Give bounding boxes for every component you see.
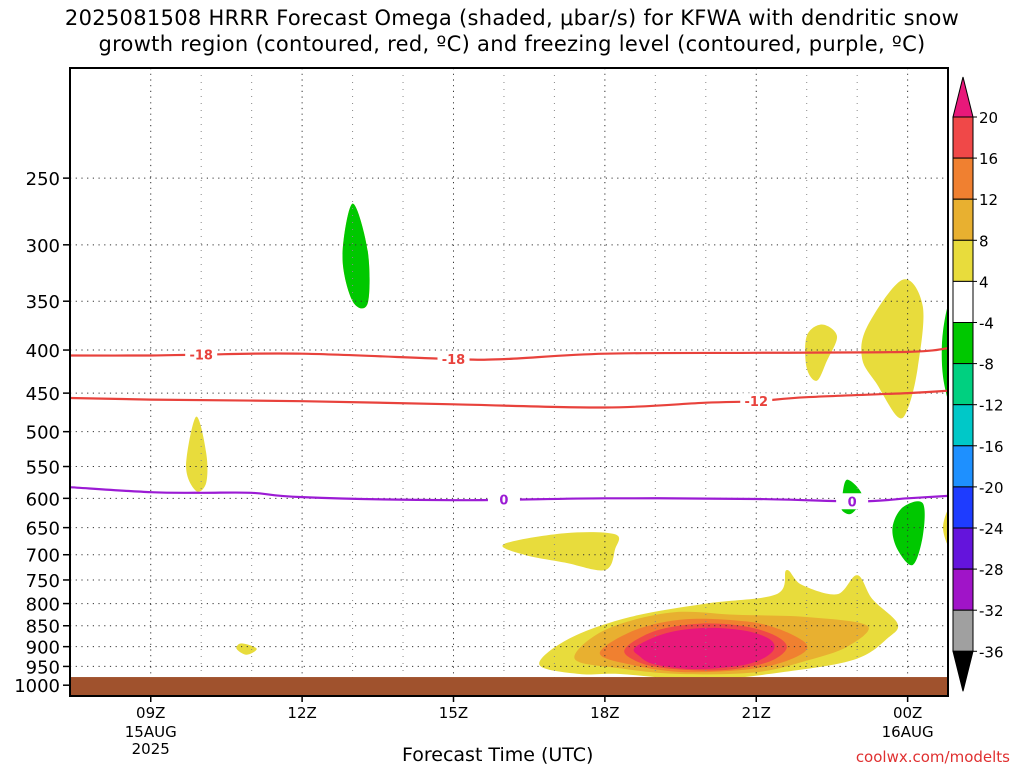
colorbar-bin-6 xyxy=(952,322,974,365)
colorbar-label--12: -12 xyxy=(979,397,1004,415)
x-tick-date-00Z: 16AUG xyxy=(882,723,934,741)
x-tick-label-21Z: 21Z xyxy=(742,704,771,722)
omega-region-12 xyxy=(943,509,948,546)
contour-label--18: -18 xyxy=(442,353,466,368)
omega-region-14 xyxy=(342,203,370,309)
ground-surface xyxy=(70,677,948,696)
contour-label--12: -12 xyxy=(745,395,769,410)
x-tick-label-00Z: 00Z xyxy=(893,704,922,722)
y-tick-label-750: 750 xyxy=(26,571,60,592)
colorbar-label--36: -36 xyxy=(979,643,1004,661)
omega-region-17 xyxy=(892,501,925,566)
colorbar-bin-5 xyxy=(952,280,974,323)
omega-region-8 xyxy=(633,627,775,670)
x-tick-label-09Z: 09Z xyxy=(136,704,165,722)
colorbar-label-20: 20 xyxy=(979,109,998,127)
colorbar-bin-12 xyxy=(952,568,974,611)
omega-region-2 xyxy=(236,643,257,655)
chart-title-line-2: growth region (contoured, red, ºC) and f… xyxy=(98,32,926,56)
y-tick-label-250: 250 xyxy=(26,169,60,190)
y-tick-label-900: 900 xyxy=(26,638,60,659)
x-tick-date-09Z: 15AUG xyxy=(125,723,177,741)
x-tick-label-12Z: 12Z xyxy=(287,704,316,722)
y-tick-label-450: 450 xyxy=(26,384,60,405)
omega-region-1 xyxy=(186,416,208,492)
y-tick-label-550: 550 xyxy=(26,458,60,479)
colorbar-label--8: -8 xyxy=(979,356,994,374)
plot-inner: -18 -18 -12 0 0 xyxy=(70,68,948,696)
contour-label-bg xyxy=(487,491,520,508)
colorbar-bin-10 xyxy=(952,486,974,529)
colorbar-bin-3 xyxy=(952,198,974,241)
colorbar-bin-1 xyxy=(952,116,974,159)
contour--12 xyxy=(70,389,948,409)
colorbar-bin-13 xyxy=(952,609,974,652)
x-tick-label-15Z: 15Z xyxy=(439,704,468,722)
contour-label-bg xyxy=(740,393,773,410)
colorbar: 20 16 12 8 4 -4 -8 -12 -16 -20 -24 -28 -32 -36 xyxy=(952,76,1004,692)
y-tick-label-600: 600 xyxy=(26,489,60,510)
y-tick-label-400: 400 xyxy=(26,341,60,362)
contour-label-0: 0 xyxy=(848,495,857,510)
plot-area: -18 -18 -12 0 0 250 300 350 400 450 500 550 600 650 70… xyxy=(14,67,949,758)
colorbar-top-arrow xyxy=(952,76,974,118)
omega-region-3 xyxy=(502,532,620,571)
y-tick-label-850: 850 xyxy=(26,617,60,638)
contour-label-0: 0 xyxy=(499,494,508,509)
colorbar-label--32: -32 xyxy=(979,602,1004,620)
contour-label-bg xyxy=(185,346,218,363)
colorbar-label-12: 12 xyxy=(979,191,998,209)
colorbar-label-8: 8 xyxy=(979,232,989,250)
omega-region-15 xyxy=(941,305,948,401)
y-tick-label-700: 700 xyxy=(26,546,60,567)
y-tick-label-500: 500 xyxy=(26,423,60,444)
y-tick-label-650: 650 xyxy=(26,519,60,540)
x-axis-title: Forecast Time (UTC) xyxy=(402,744,594,766)
colorbar-bin-9 xyxy=(952,445,974,488)
contour-label-bg xyxy=(437,351,470,368)
colorbar-label--24: -24 xyxy=(979,520,1004,538)
y-tick-label-800: 800 xyxy=(26,595,60,616)
watermark: coolwx.com/modelts xyxy=(855,748,1010,766)
contour-label-bg xyxy=(836,493,869,510)
colorbar-bin-11 xyxy=(952,527,974,570)
y-tick-label-350: 350 xyxy=(26,292,60,313)
colorbar-bin-4 xyxy=(952,239,974,282)
x-tick-year-09Z: 2025 xyxy=(132,740,170,758)
omega-region-10 xyxy=(861,279,924,419)
colorbar-label--16: -16 xyxy=(979,438,1004,456)
y-tick-label-950: 950 xyxy=(26,657,60,678)
colorbar-label-4: 4 xyxy=(979,273,989,291)
colorbar-label--28: -28 xyxy=(979,561,1004,579)
colorbar-bin-2 xyxy=(952,157,974,200)
colorbar-bottom-arrow xyxy=(952,650,974,692)
x-tick-label-18Z: 18Z xyxy=(590,704,619,722)
y-tick-label-1000: 1000 xyxy=(14,676,60,697)
colorbar-bin-7 xyxy=(952,363,974,406)
colorbar-bin-8 xyxy=(952,404,974,447)
y-tick-label-300: 300 xyxy=(26,236,60,257)
chart-title-line-1: 2025081508 HRRR Forecast Omega (shaded, … xyxy=(64,6,960,30)
colorbar-label--4: -4 xyxy=(979,315,994,333)
colorbar-label-16: 16 xyxy=(979,150,998,168)
contour-label--18: -18 xyxy=(189,349,213,364)
plot-frame xyxy=(69,67,949,697)
colorbar-label--20: -20 xyxy=(979,479,1004,497)
